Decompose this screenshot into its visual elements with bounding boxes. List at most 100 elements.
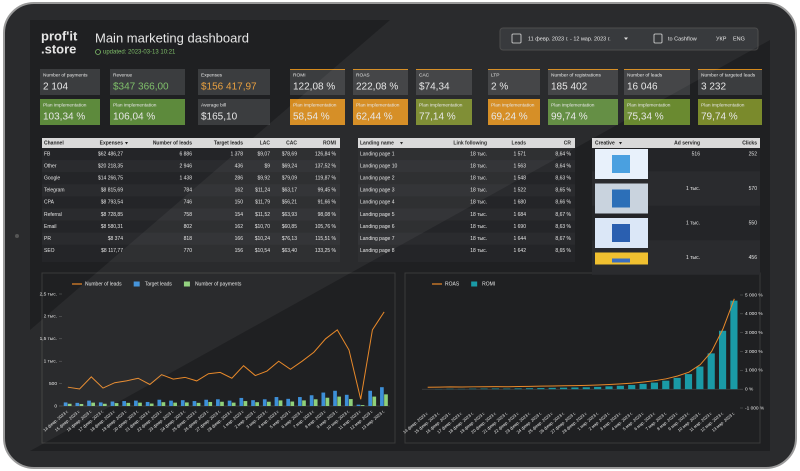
table-cell: 126,84 % [315,151,337,157]
table-header [358,138,575,148]
bar [192,401,197,406]
bar [243,401,248,406]
bar [384,394,388,406]
kpi-label: Revenue [113,72,133,78]
bar [180,400,185,406]
bar [67,403,72,406]
bar [696,366,704,390]
table-cell: Referral [44,212,62,218]
table-cell: 18 тыс. [470,151,487,157]
bar [75,402,80,406]
legend-swatch [471,281,478,287]
kpi-label: Plan implementation [113,102,157,108]
bar [298,397,302,406]
table-cell: 1 378 [230,151,243,157]
kpi-value: 106,04 % [113,112,155,123]
screen-glare [30,20,770,451]
date-range[interactable]: 11 февр. 2023 г. - 12 мар. 2023 г. [528,36,611,42]
table-cell: 1 тыс. [686,255,700,261]
table-row [358,184,575,197]
bar [650,382,659,390]
table-cell: $10,70 [255,224,271,230]
cashflow-link[interactable]: to Cashflow [668,36,697,42]
column-header: Landing name [360,140,394,146]
kpi-card [624,99,690,125]
logo-bottom: .store [41,41,76,56]
column-header: Channel [44,140,64,146]
bar [582,387,590,390]
kpi-card [488,99,540,125]
language-eng[interactable]: ENG [733,36,745,42]
kpi-accent [624,69,690,70]
bar [262,399,267,406]
table-cell: 1 642 [513,248,526,254]
table-cell: 18 тыс. [470,176,487,182]
table-cell: Landing page 2 [360,176,395,182]
table-cell: $8 374 [108,236,124,242]
bar [337,396,341,406]
bar [368,390,373,406]
sort-arrow [125,142,128,145]
kpi-label: ROAS [356,72,370,78]
table-cell: 818 [184,236,193,242]
table-cell: 1 563 [513,163,526,169]
bar [98,402,103,406]
table-cell: 8,63 % [555,176,571,182]
bar [103,403,107,406]
table-cell: $62 486,27 [98,151,123,157]
table-header [592,138,760,148]
table-cell: 18 тыс. [470,236,487,242]
logo-top: prof'it [41,28,78,43]
table-cell: $76,13 [282,236,298,242]
kpi-accent [353,69,408,70]
table-cell: 166 [235,236,244,242]
bar [684,374,693,390]
kpi-accent [548,69,618,70]
table-cell: 99,45 % [318,188,337,194]
table-cell: Telegram [44,188,65,194]
table-cell: 1 571 [513,151,526,157]
table-cell: 8,64 % [555,151,571,157]
kpi-value: 77,14 % [419,112,456,123]
bar [525,388,534,390]
legend-label: Number of payments [195,281,242,287]
table-cell: 105,76 % [315,224,337,230]
table-cell: 91,66 % [318,200,337,206]
legend-swatch [133,281,140,287]
kpi-label: Number of targeted leads [701,72,756,78]
table-cell: 8,67 % [555,236,571,242]
kpi-card [110,99,185,125]
table-row [358,232,575,245]
bar [514,388,522,390]
kpi-label: Plan implementation [627,102,671,108]
kpi-label: Plan implementation [701,102,745,108]
table-cell: $8 728,85 [101,212,123,218]
y-tick-label: 1 000 % [745,368,763,374]
bar [313,399,318,406]
table-cell: 286 [235,176,244,182]
table-cell: 133,25 % [315,248,337,254]
table-cell: Landing page 7 [360,236,395,242]
table-cell: PR [44,236,51,242]
bar [325,397,330,406]
updated-time: updated: 2023-03-13 10:21 [103,50,176,56]
bar [321,392,326,406]
kpi-value: 2 104 [43,82,68,93]
bar [537,388,545,390]
calendar-icon[interactable] [511,33,522,44]
bar [360,405,365,406]
table-cell: $9,07 [257,151,270,157]
bar [349,399,353,406]
language-ukr[interactable]: УКР [716,36,727,42]
kpi-accent [416,69,472,70]
kpi-label: Expenses [201,72,223,78]
bar [239,397,244,406]
cashflow-icon[interactable] [653,33,663,44]
kpi-label: Number of registrations [551,72,601,78]
table-cell: 784 [184,188,193,194]
kpi-value: 58,54 % [293,112,330,123]
bar [149,403,154,406]
table-cell: Landing page 4 [360,200,395,206]
bar [122,401,127,406]
dropdown-arrow[interactable] [624,37,628,41]
